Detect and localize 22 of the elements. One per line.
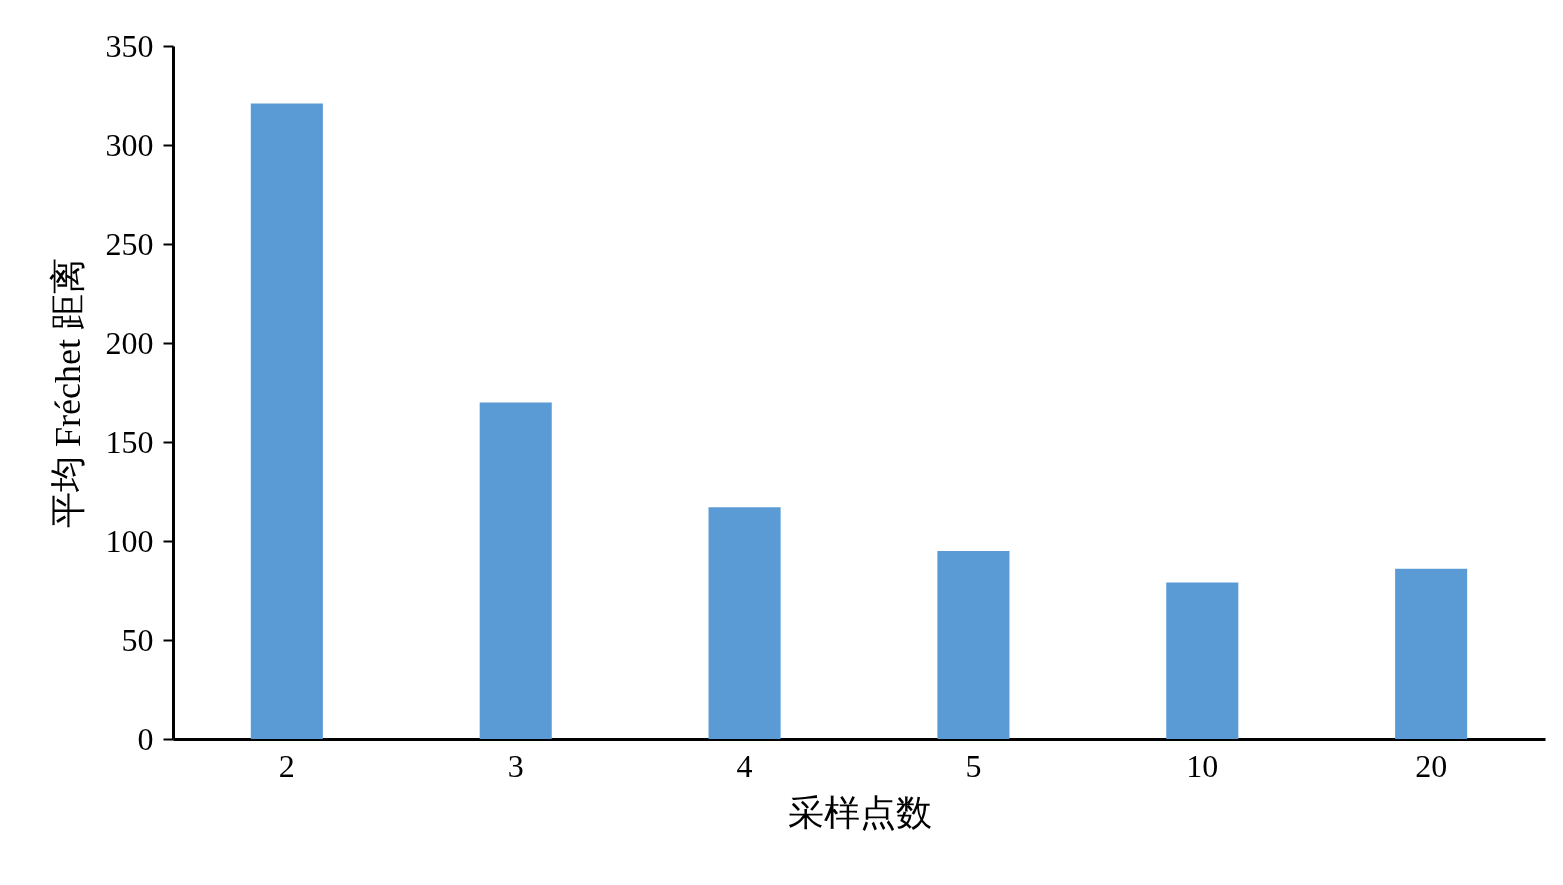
x-axis-title: 采样点数	[787, 792, 932, 833]
y-tick-label: 200	[105, 324, 154, 361]
x-tick-label: 5	[965, 747, 982, 784]
x-tick-label: 10	[1186, 747, 1219, 784]
bar	[479, 402, 552, 739]
x-tick-label: 2	[278, 747, 295, 784]
bar	[937, 550, 1010, 739]
y-tick-label: 350	[105, 27, 154, 64]
bar	[708, 507, 781, 739]
y-tick-label: 300	[105, 126, 154, 163]
y-tick-label: 150	[105, 423, 154, 460]
y-tick-label: 50	[121, 621, 154, 658]
y-tick-label: 250	[105, 225, 154, 262]
x-tick-label: 20	[1415, 747, 1448, 784]
x-tick-label: 4	[736, 747, 753, 784]
bar	[250, 103, 323, 739]
y-tick-label: 100	[105, 522, 154, 559]
bar	[1166, 582, 1239, 739]
bar	[1395, 568, 1468, 739]
y-tick-label: 0	[137, 720, 154, 757]
x-tick-label: 3	[507, 747, 524, 784]
y-axis-title: 平均 Fréchet 距离	[47, 258, 88, 528]
